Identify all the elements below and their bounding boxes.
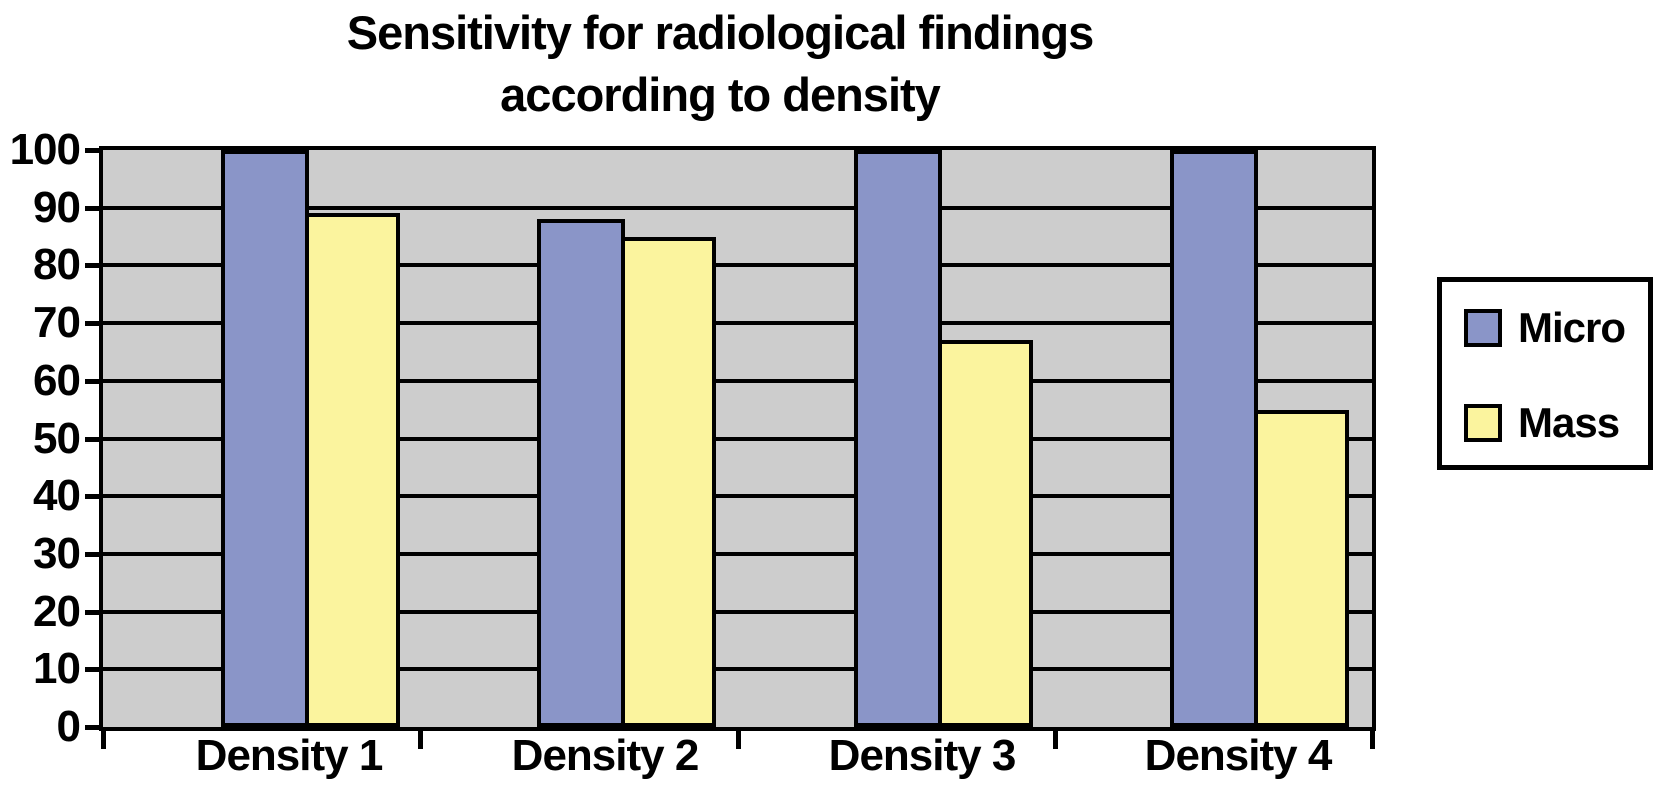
y-axis-tick-90: [85, 206, 103, 211]
y-axis-label-70: 70: [33, 298, 81, 347]
y-axis-label-40: 40: [33, 471, 81, 520]
y-axis-tick-50: [85, 437, 103, 442]
y-axis-tick-100: [85, 148, 103, 153]
x-axis-tick-3: [1053, 727, 1058, 749]
x-axis-tick-2: [736, 727, 741, 749]
gridline-60: [103, 379, 1372, 383]
legend-label-micro: Micro: [1518, 304, 1626, 351]
bar-mass-density-2: [621, 237, 716, 727]
y-axis-label-20: 20: [33, 587, 81, 636]
gridline-80: [103, 263, 1372, 267]
y-axis-tick-10: [85, 667, 103, 672]
chart-title-line1: Sensitivity for radiological findings: [346, 6, 1094, 59]
y-axis-label-100: 100: [9, 125, 81, 174]
x-axis-tick-1: [418, 727, 423, 749]
chart-title: Sensitivity for radiological findings ac…: [0, 2, 1440, 126]
bar-micro-density-1: [221, 150, 309, 727]
y-axis-label-0: 0: [56, 702, 81, 751]
legend-label-mass: Mass: [1518, 399, 1620, 446]
bar-mass-density-3: [938, 340, 1033, 727]
y-axis-tick-60: [85, 379, 103, 384]
mass-swatch-icon: [1464, 404, 1502, 442]
x-axis-tick-4: [1370, 727, 1375, 749]
y-axis-tick-70: [85, 321, 103, 326]
bar-micro-density-2: [537, 219, 625, 727]
legend-item-micro: Micro: [1464, 304, 1626, 351]
y-axis-tick-20: [85, 610, 103, 615]
y-axis-label-80: 80: [33, 240, 81, 289]
micro-swatch-icon: [1464, 309, 1502, 347]
bar-micro-density-3: [854, 150, 942, 727]
bar-mass-density-1: [305, 213, 400, 727]
y-axis-label-90: 90: [33, 183, 81, 232]
y-axis-tick-0: [85, 725, 103, 730]
x-axis-label-density-3: Density 3: [828, 731, 1017, 780]
gridline-30: [103, 552, 1372, 556]
bar-micro-density-4: [1170, 150, 1258, 727]
y-axis-label-60: 60: [33, 356, 81, 405]
x-axis-label-density-4: Density 4: [1144, 731, 1333, 780]
bar-mass-density-4: [1254, 410, 1349, 727]
y-axis-tick-80: [85, 263, 103, 268]
gridline-10: [103, 667, 1372, 671]
legend: Micro Mass: [1437, 277, 1653, 470]
gridline-70: [103, 321, 1372, 325]
gridline-20: [103, 610, 1372, 614]
plot-area: [99, 146, 1376, 731]
y-axis-tick-40: [85, 494, 103, 499]
legend-item-mass: Mass: [1464, 399, 1620, 446]
y-axis-label-50: 50: [33, 414, 81, 463]
x-axis-label-density-1: Density 1: [195, 731, 384, 780]
y-axis-label-30: 30: [33, 529, 81, 578]
gridline-90: [103, 206, 1372, 210]
y-axis-tick-30: [85, 552, 103, 557]
gridline-50: [103, 437, 1372, 441]
x-axis-tick-0: [101, 727, 106, 749]
gridline-40: [103, 494, 1372, 498]
chart-title-line2: according to density: [500, 68, 941, 121]
y-axis-label-10: 10: [33, 644, 81, 693]
x-axis-label-density-2: Density 2: [511, 731, 700, 780]
